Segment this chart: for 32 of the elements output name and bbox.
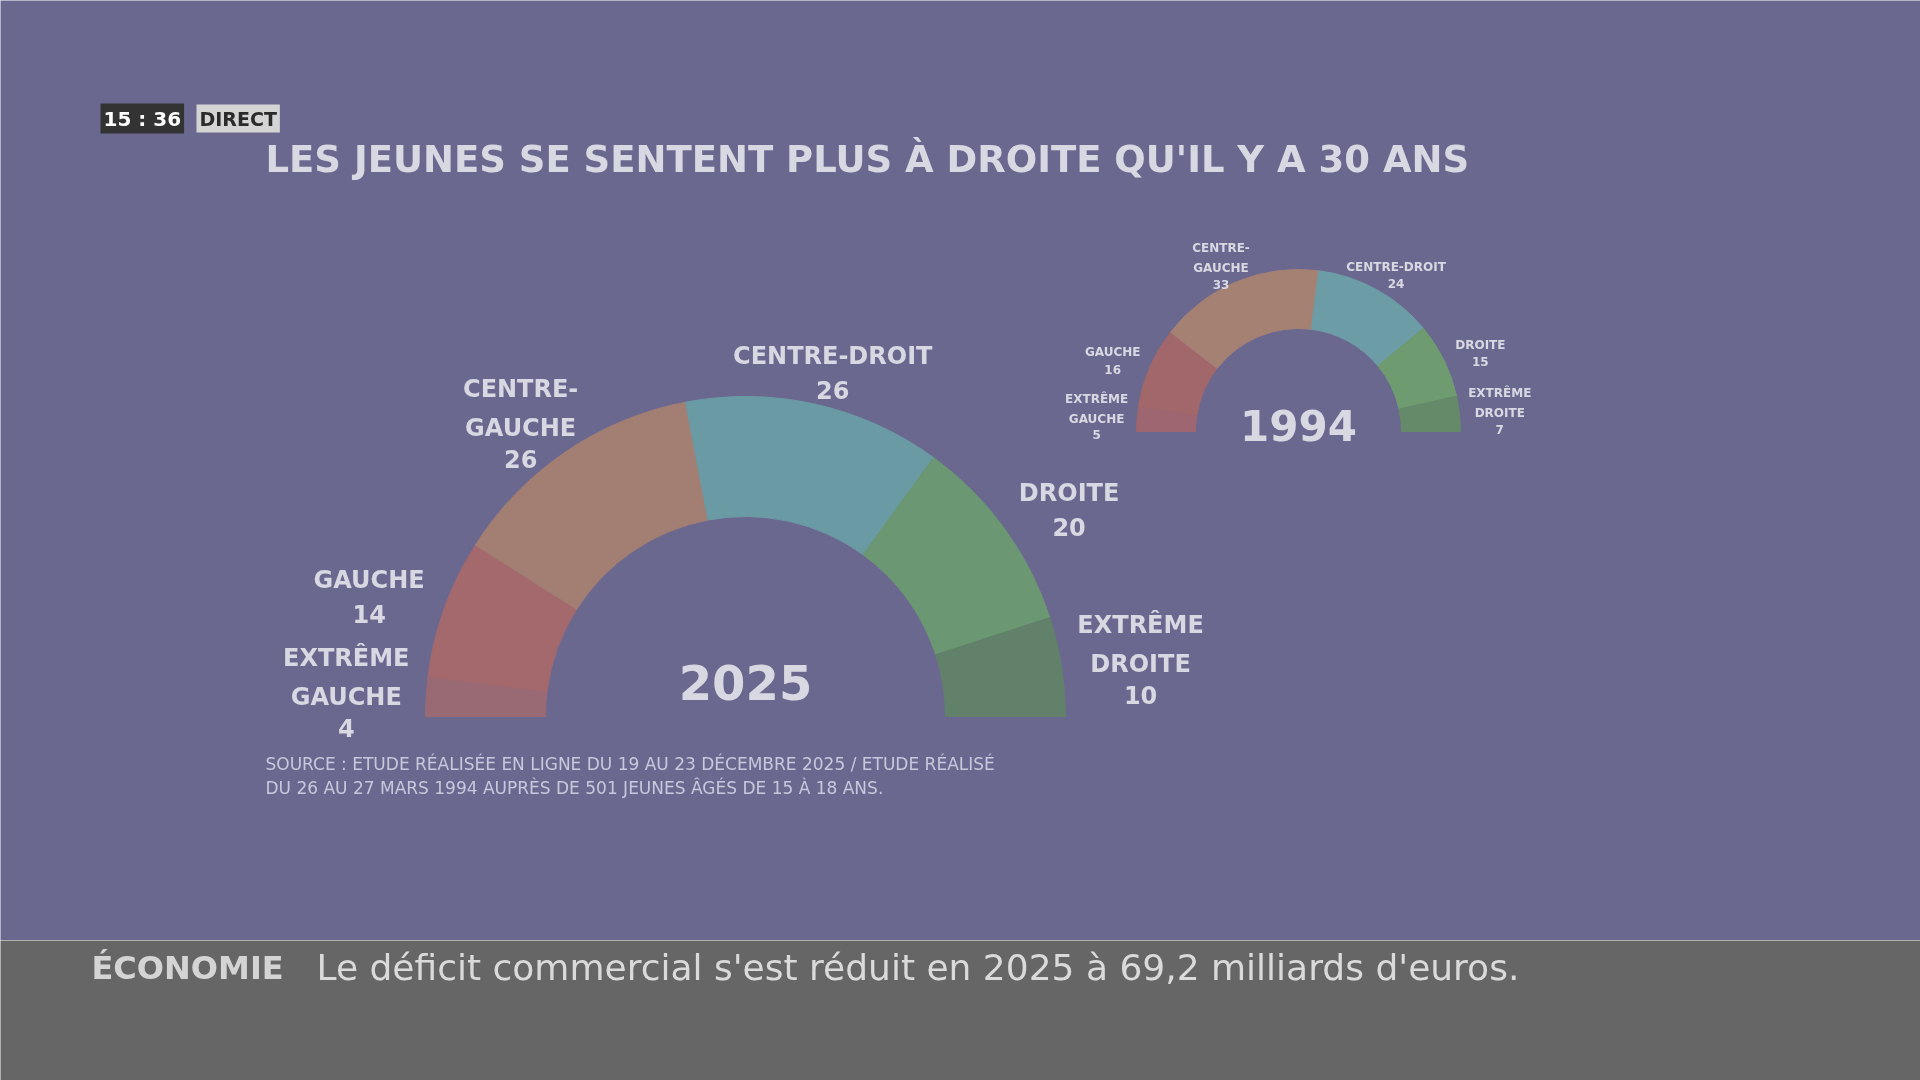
data-label: 33 — [1212, 277, 1230, 292]
slice-label: DROITE — [1455, 337, 1506, 352]
slice-label: CENTRE-DROIT — [733, 342, 934, 371]
slice-label: EXTRÊME DROITE — [1468, 385, 1532, 421]
data-label: 24 — [1387, 277, 1405, 292]
slice-label: DROITE — [1018, 478, 1120, 507]
data-label: 16 — [1104, 362, 1122, 377]
slice-label: EXTRÊME DROITE — [1077, 609, 1204, 679]
data-label: 7 — [1495, 422, 1504, 437]
slice-label: GAUCHE — [313, 566, 425, 595]
text: 1994 — [1240, 402, 1357, 451]
data-label: 26 — [816, 376, 850, 405]
data-label: 14 — [352, 601, 386, 630]
slice-label: EXTRÊME GAUCHE — [283, 642, 410, 712]
data-label: 20 — [1052, 513, 1086, 542]
text: 15 : 36 — [103, 106, 182, 131]
data-label: 4 — [337, 715, 355, 744]
text: ÉCONOMIE — [91, 948, 284, 987]
chart-title: LES JEUNES SE SENTENT PLUS À DROITE QU'IL Y A 30 ANS — [265, 137, 1470, 181]
text: Le déficit commercial s'est réduit en 2025 à 69,2 milliards d'euros. — [316, 947, 1520, 988]
slice-label: EXTRÊME GAUCHE — [1065, 391, 1129, 426]
data-label: 26 — [503, 446, 538, 475]
data-label: 5 — [1092, 428, 1101, 443]
slice-label: CENTRE-DROIT — [1346, 259, 1447, 274]
text: DIRECT — [199, 107, 277, 130]
source-note: SOURCE : ETUDE RÉALISÉE EN LIGNE DU 19 AU 23 DÉCEMBRE 2025 / ETUDE RÉALISÉ DU 26 AU 27 MARS 1994 AUPRÈS DE 501 JEUNES ÂGÉS DE 15 À 18 ANS. — [265, 752, 995, 798]
slice-label: CENTRE-GAUCHE — [1192, 241, 1250, 276]
text: 2025 — [678, 655, 813, 711]
data-label: 15 — [1472, 355, 1489, 370]
data-label: 10 — [1123, 682, 1158, 711]
slice-label: GAUCHE — [1084, 345, 1141, 360]
slice-label: CENTRE-GAUCHE — [463, 374, 579, 443]
